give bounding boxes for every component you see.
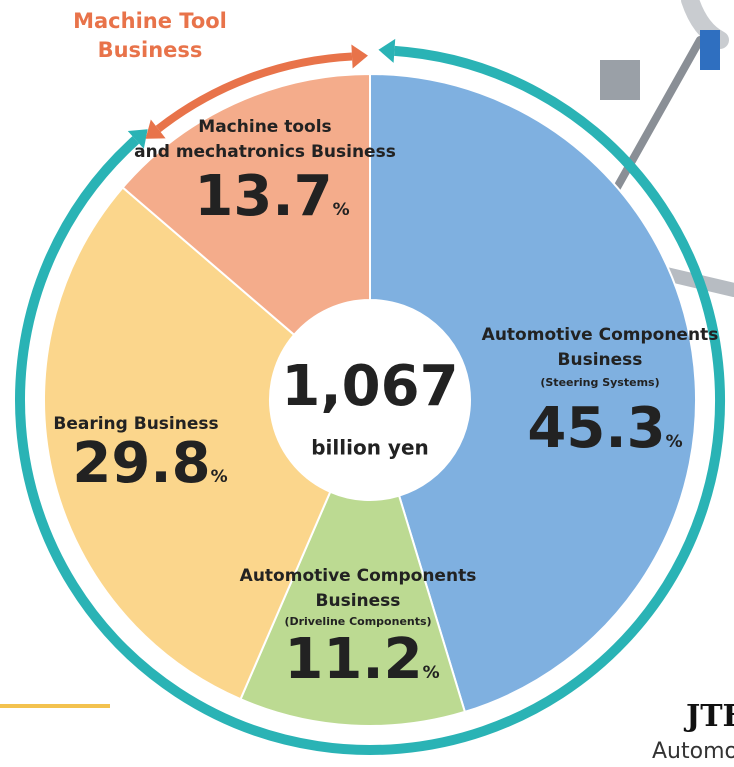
brand: JTEKT <box>683 699 734 734</box>
value-unit: % <box>211 467 228 487</box>
value-unit: % <box>423 663 440 683</box>
annotation: Machine Tool <box>73 9 227 33</box>
slice-label: Business <box>316 591 401 611</box>
total-value: 1,067 <box>281 354 458 419</box>
arrow-head <box>378 39 395 63</box>
value-label: 11.2% <box>284 627 439 692</box>
value-unit: % <box>333 200 350 220</box>
value-number: 45.3 <box>527 396 665 461</box>
slice-label: Machine tools <box>198 117 331 137</box>
value-number: 29.8 <box>72 431 210 496</box>
slice-label: (Driveline Components) <box>284 615 431 628</box>
arrow-head <box>351 44 368 68</box>
value-number: 13.7 <box>194 164 332 229</box>
value-label: 13.7% <box>194 164 349 229</box>
slice-label: Automotive Components <box>482 325 719 345</box>
page: Machine Tool Business JTEKT Automotive A… <box>0 0 734 767</box>
value-label: 45.3% <box>527 396 682 461</box>
slice-label: (Steering Systems) <box>540 376 659 389</box>
slice-label: Automotive Components <box>240 566 477 586</box>
chart: Machine Tool Business JTEKT Automotive A… <box>0 0 734 767</box>
annotation: Business <box>98 38 203 62</box>
slice-label: and mechatronics Business <box>134 142 396 162</box>
brand-subtitle: Automotive <box>652 739 734 764</box>
value-label: 29.8% <box>72 431 227 496</box>
value-unit: % <box>666 432 683 452</box>
slice-label: Business <box>558 350 643 370</box>
value-number: 11.2 <box>284 627 422 692</box>
total-unit: billion yen <box>311 436 429 460</box>
